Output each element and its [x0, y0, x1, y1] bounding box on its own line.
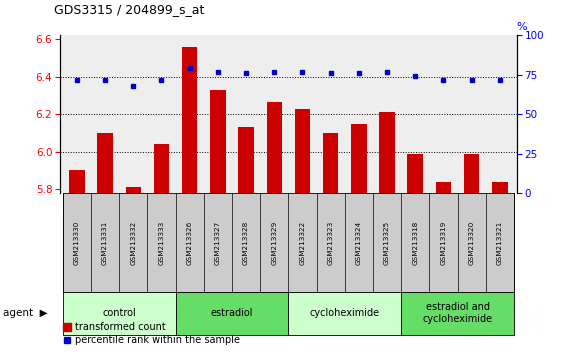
Legend: transformed count, percentile rank within the sample: transformed count, percentile rank withi…	[59, 319, 244, 349]
Bar	[69, 170, 85, 193]
Text: GSM213332: GSM213332	[130, 220, 136, 265]
Text: %: %	[517, 22, 528, 32]
Bar	[436, 182, 451, 193]
Bar	[267, 102, 282, 193]
Text: GSM213318: GSM213318	[412, 220, 418, 265]
Bar	[323, 133, 339, 193]
Text: GSM213333: GSM213333	[159, 220, 164, 265]
Text: estradiol and
cycloheximide: estradiol and cycloheximide	[423, 302, 493, 324]
Text: GDS3315 / 204899_s_at: GDS3315 / 204899_s_at	[54, 3, 204, 16]
Text: GSM213329: GSM213329	[271, 220, 278, 265]
Text: GSM213328: GSM213328	[243, 220, 249, 265]
Text: cycloheximide: cycloheximide	[309, 308, 380, 318]
Text: GSM213322: GSM213322	[299, 220, 305, 265]
Bar	[126, 187, 141, 193]
Bar	[379, 112, 395, 193]
Bar	[492, 182, 508, 193]
Text: GSM213331: GSM213331	[102, 220, 108, 265]
Text: GSM213323: GSM213323	[328, 220, 333, 265]
Text: agent  ▶: agent ▶	[3, 308, 47, 318]
Bar	[408, 154, 423, 193]
Text: control: control	[102, 308, 136, 318]
Bar	[464, 154, 480, 193]
Text: GSM213320: GSM213320	[469, 220, 475, 265]
Bar	[210, 90, 226, 193]
Bar	[238, 127, 254, 193]
Bar	[182, 47, 198, 193]
Text: GSM213327: GSM213327	[215, 220, 221, 265]
Bar	[154, 144, 169, 193]
Text: GSM213324: GSM213324	[356, 220, 362, 265]
Bar	[97, 133, 113, 193]
Bar	[295, 109, 310, 193]
Text: GSM213321: GSM213321	[497, 220, 503, 265]
Text: GSM213326: GSM213326	[187, 220, 192, 265]
Text: GSM213330: GSM213330	[74, 220, 80, 265]
Text: GSM213319: GSM213319	[440, 220, 447, 265]
Text: GSM213325: GSM213325	[384, 220, 390, 265]
Bar	[351, 124, 367, 193]
Text: estradiol: estradiol	[211, 308, 253, 318]
